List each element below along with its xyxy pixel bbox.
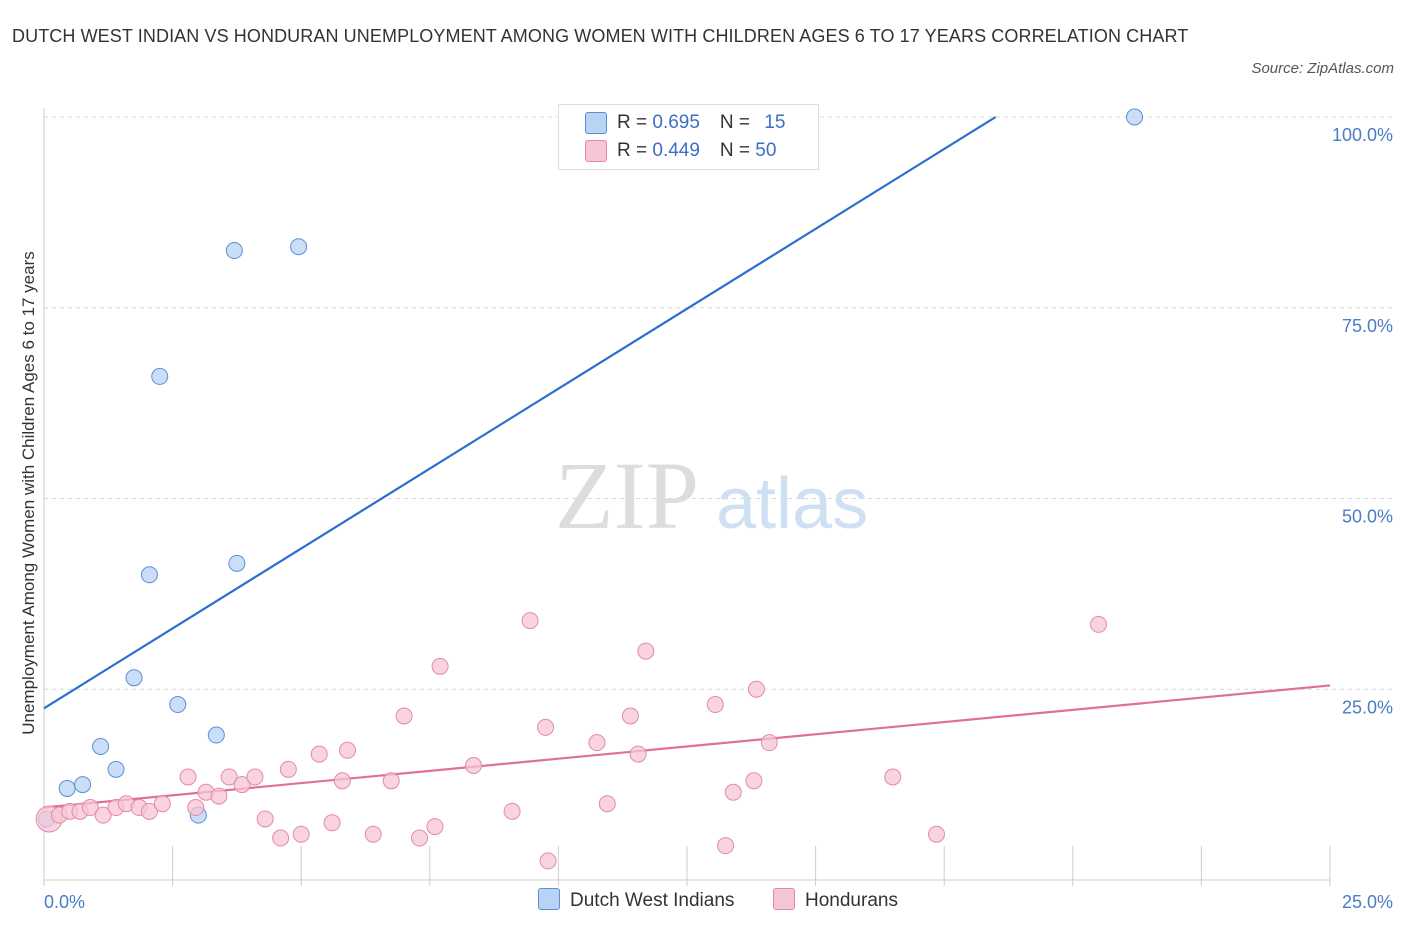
point-dutch-west-indians [169, 696, 187, 714]
data-points [35, 108, 1144, 870]
legend-r-value: 0.449 [652, 140, 700, 162]
grid-lines [44, 116, 1392, 690]
x-tick-label: 0.0% [44, 892, 85, 912]
point-dutch-west-indians [107, 760, 125, 778]
watermark: ZIP atlas [555, 442, 868, 549]
point-hondurans [153, 795, 171, 813]
point-hondurans [884, 768, 902, 786]
point-dutch-west-indians [58, 779, 76, 797]
point-dutch-west-indians [92, 737, 110, 755]
point-hondurans [333, 772, 351, 790]
point-hondurans [521, 612, 539, 630]
point-dutch-west-indians [225, 242, 243, 260]
point-hondurans [1090, 615, 1108, 633]
point-hondurans [465, 757, 483, 775]
point-hondurans [724, 783, 742, 801]
trend-lines [43, 116, 1331, 809]
point-dutch-west-indians [290, 238, 308, 256]
bottom-legend-hondurans: Hondurans [773, 888, 898, 912]
point-hondurans [94, 806, 112, 824]
legend-n-label: N = [719, 140, 756, 162]
bottom-legend-dutch-west-indians: Dutch West Indians [538, 888, 734, 912]
point-hondurans [637, 642, 655, 660]
point-dutch-west-indians [74, 776, 92, 794]
blue-swatch [585, 112, 607, 134]
point-dutch-west-indians [140, 566, 158, 584]
point-hondurans [210, 787, 228, 805]
point-hondurans [140, 802, 158, 820]
legend-row-dutch-west-indians: R = 0.695 N = 15 [585, 112, 785, 136]
point-hondurans [927, 825, 945, 843]
point-hondurans [588, 734, 606, 752]
pink-swatch [773, 888, 795, 910]
point-hondurans [629, 745, 647, 763]
point-hondurans [364, 825, 382, 843]
point-hondurans [220, 768, 238, 786]
correlation-legend: R = 0.695 N = 15 R = 0.449 N = 50 [558, 104, 819, 170]
point-hondurans [598, 795, 616, 813]
y-tick-label: 100.0% [1332, 125, 1393, 145]
point-hondurans [747, 680, 765, 698]
point-hondurans [621, 707, 639, 725]
bottom-legend-label: Dutch West Indians [570, 890, 735, 911]
y-tick-label: 25.0% [1342, 697, 1393, 717]
point-hondurans [503, 802, 521, 820]
point-dutch-west-indians [1126, 108, 1144, 126]
point-hondurans [706, 696, 724, 714]
legend-n-value: 50 [755, 140, 777, 162]
point-dutch-west-indians [125, 669, 143, 687]
point-hondurans [272, 829, 290, 847]
point-hondurans [431, 657, 449, 675]
point-dutch-west-indians [228, 554, 246, 572]
bottom-legend-label: Hondurans [805, 890, 898, 911]
point-hondurans [310, 745, 328, 763]
y-axis-label: Unemployment Among Women with Children A… [19, 251, 38, 735]
y-axis-label-group: Unemployment Among Women with Children A… [19, 251, 38, 735]
y-tick-label: 50.0% [1342, 507, 1393, 527]
legend-r-value: 0.695 [652, 112, 700, 134]
point-hondurans [279, 760, 297, 778]
point-hondurans [745, 772, 763, 790]
legend-r-label: R = [617, 140, 653, 162]
x-tick-label: 25.0% [1342, 892, 1393, 912]
point-hondurans [537, 718, 555, 736]
point-hondurans [179, 768, 197, 786]
point-hondurans [233, 776, 251, 794]
source-label: Source: ZipAtlas.com [1251, 60, 1394, 77]
point-hondurans [382, 772, 400, 790]
axes: 25.0% 50.0% 75.0% 100.0% 0.0% 25.0% [43, 108, 1393, 912]
legend-row-hondurans: R = 0.449 N = 50 [585, 140, 776, 164]
pink-swatch [585, 140, 607, 162]
point-dutch-west-indians [207, 726, 225, 744]
point-hondurans [256, 810, 274, 828]
point-hondurans [246, 768, 264, 786]
point-hondurans [717, 837, 735, 855]
blue-swatch [538, 888, 560, 910]
point-hondurans [539, 852, 557, 870]
point-hondurans [81, 799, 99, 817]
chart-title: DUTCH WEST INDIAN VS HONDURAN UNEMPLOYME… [12, 26, 1189, 46]
legend-n-label: N = [719, 112, 756, 134]
y-tick-label: 75.0% [1342, 316, 1393, 336]
point-hondurans [395, 707, 413, 725]
point-hondurans [292, 825, 310, 843]
watermark-atlas: atlas [716, 464, 868, 544]
trend-line-dutch-west-indians [43, 116, 997, 710]
legend-r-label: R = [617, 112, 653, 134]
point-hondurans [323, 814, 341, 832]
point-hondurans [411, 829, 429, 847]
watermark-zip: ZIP [555, 442, 699, 549]
point-dutch-west-indians [151, 367, 169, 385]
point-hondurans [338, 741, 356, 759]
trend-line-hondurans [43, 684, 1331, 809]
point-hondurans [426, 818, 444, 836]
point-hondurans [760, 734, 778, 752]
point-hondurans [187, 799, 205, 817]
legend-n-value: 15 [764, 112, 786, 134]
